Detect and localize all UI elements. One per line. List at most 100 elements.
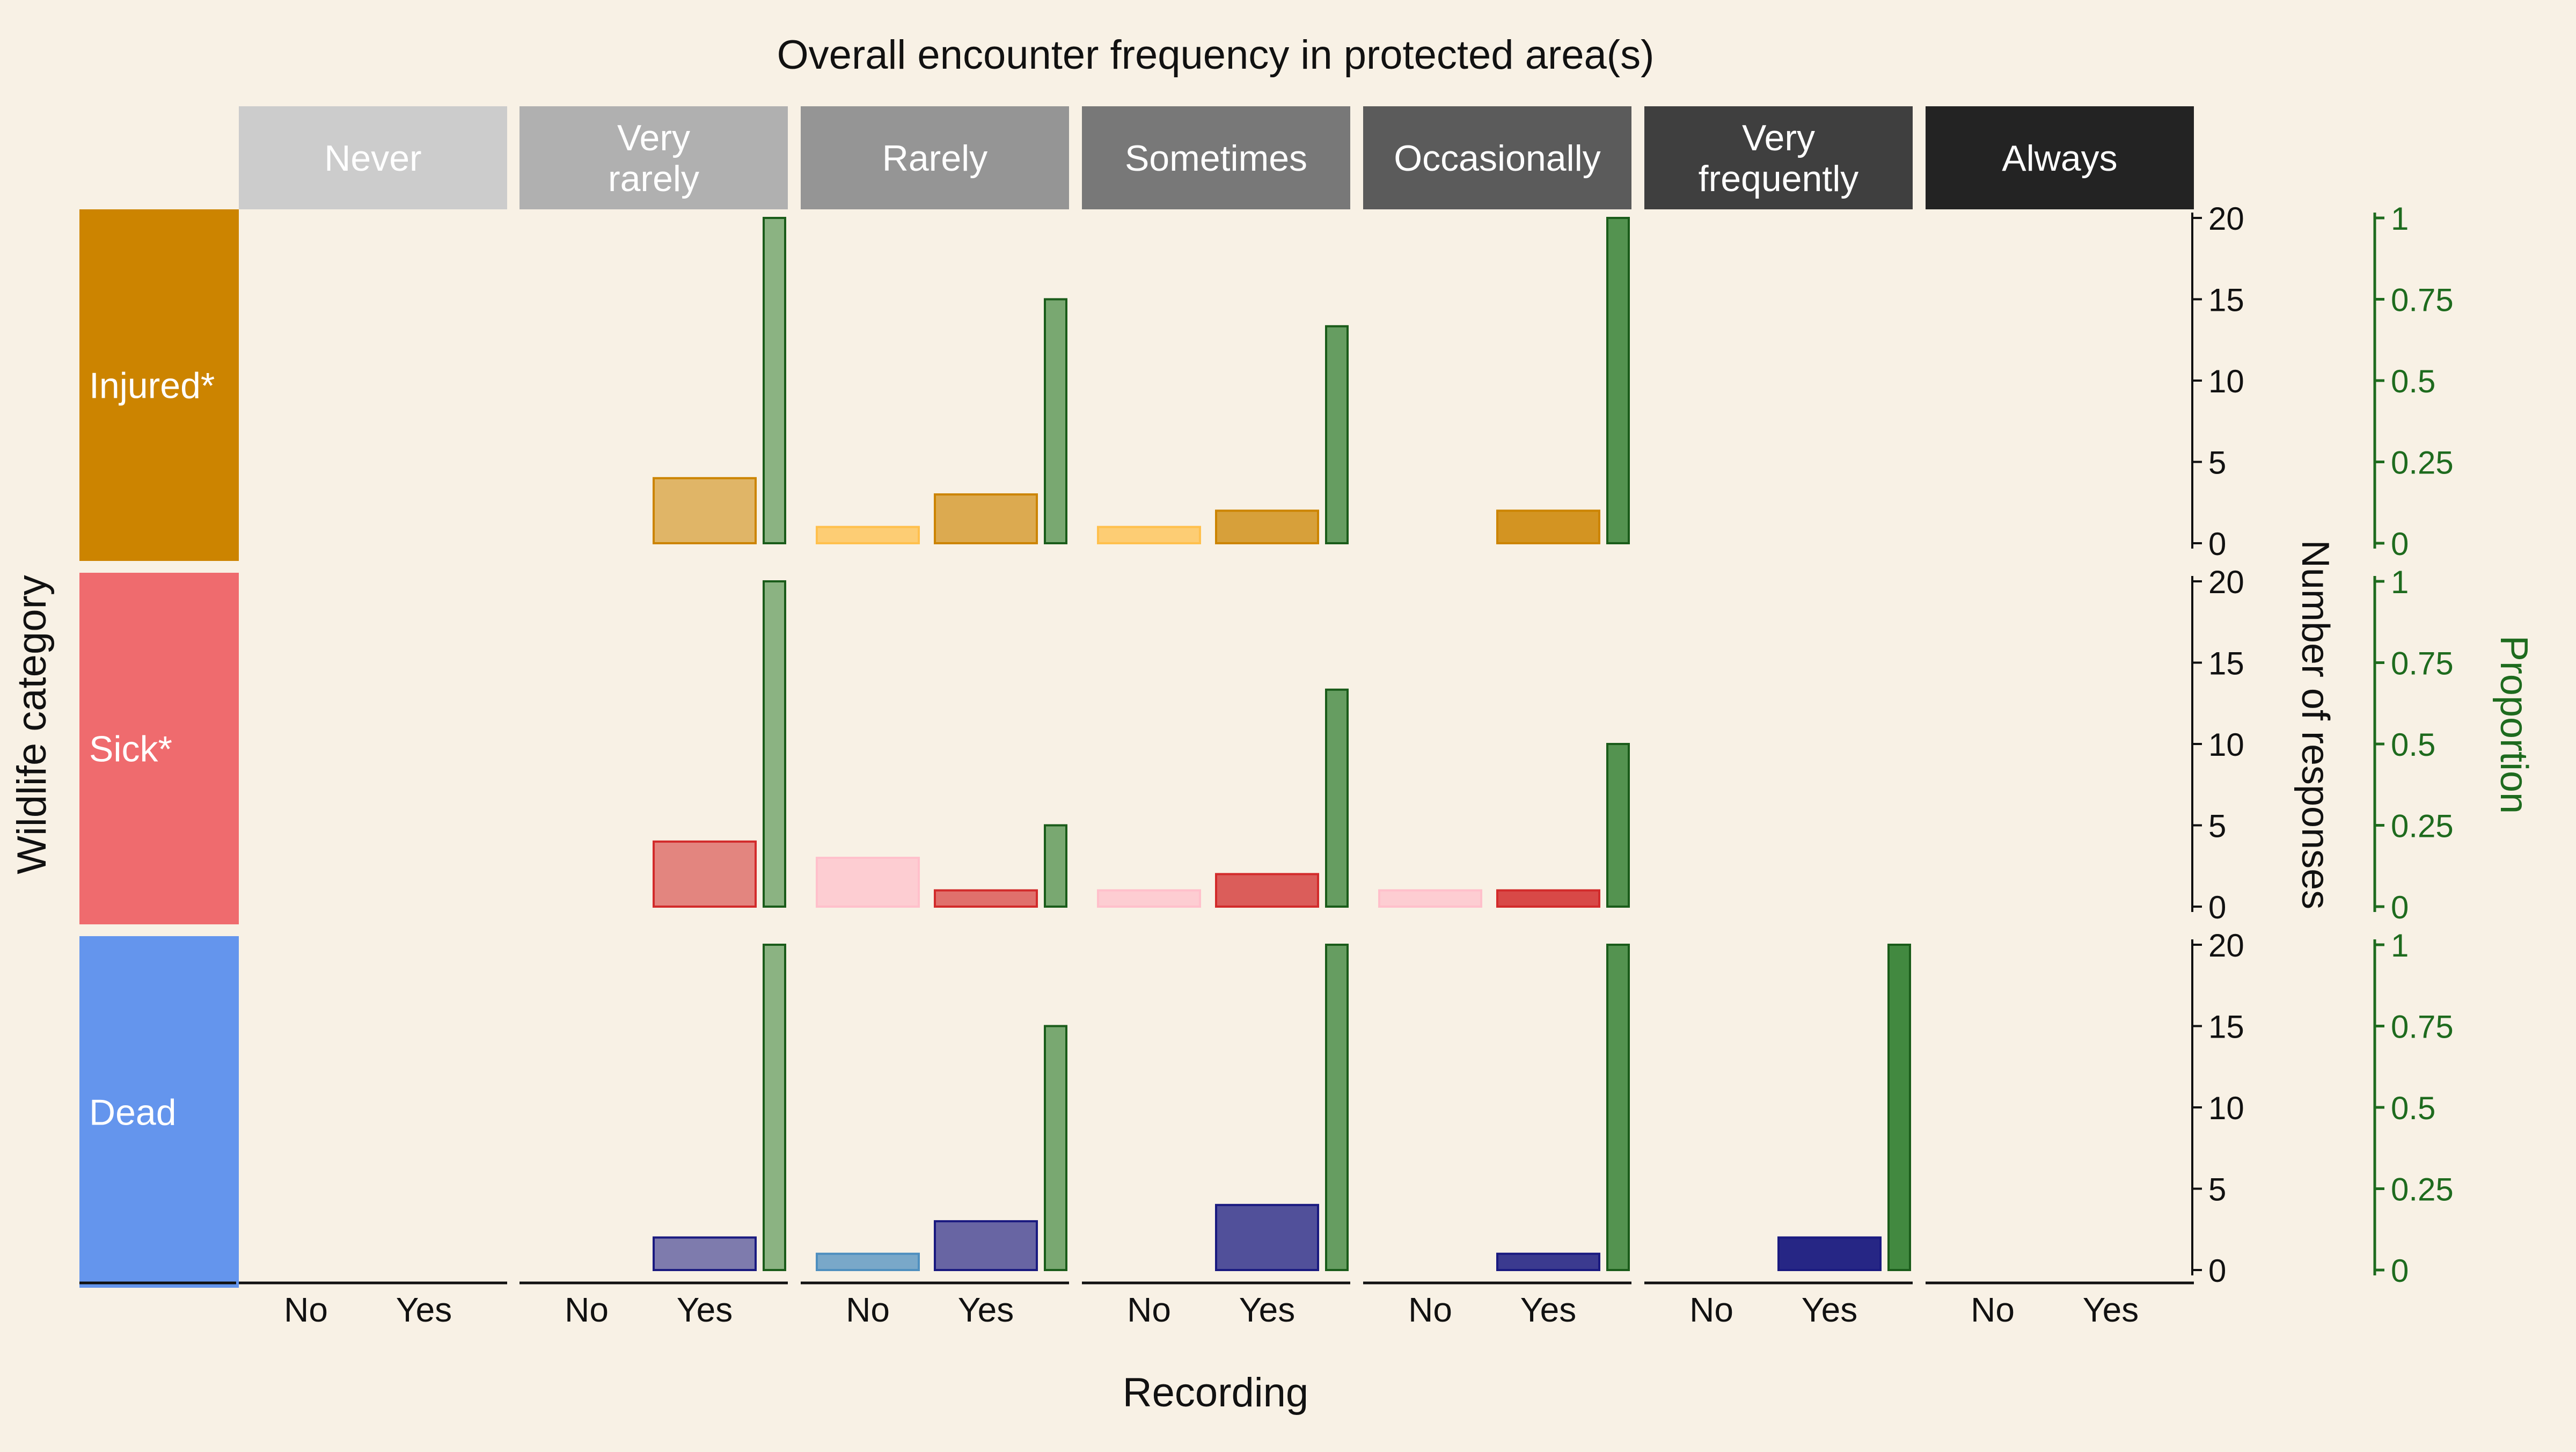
x-tick-label: No [284,1290,328,1329]
bar-proportion [1606,217,1630,544]
bar-no [1378,889,1482,908]
bar-yes [934,1220,1038,1272]
column-strip-label: Rarely [882,138,988,179]
count-axis-tick-label: 20 [2208,928,2244,964]
count-axis-tick-label: 10 [2208,1090,2244,1126]
count-axis-tick-label: 0 [2208,889,2226,925]
bar-proportion [1606,944,1630,1271]
x-tick-label: Yes [1802,1290,1857,1329]
y-axis-title: Wildlife category [9,575,55,874]
count-axis-tick-label: 15 [2208,1009,2244,1045]
count-axis-tick-label: 5 [2208,808,2226,844]
proportion-axis-tick-label: 0.75 [2391,282,2454,318]
bar-no [816,526,920,545]
proportion-axis-tick-label: 0.5 [2391,727,2435,763]
bar-proportion [1887,944,1911,1271]
proportion-axis-tick-label: 1 [2391,564,2409,600]
proportion-axis-tick-label: 0.25 [2391,808,2454,844]
column-strip-label: Sometimes [1125,138,1307,179]
bar-yes [1496,889,1600,908]
bar-no [816,857,920,908]
count-axis-tick-label: 5 [2208,1172,2226,1208]
x-tick-label: No [1689,1290,1733,1329]
x-axis-title: Recording [1123,1370,1308,1415]
column-strip-label: frequently [1699,158,1859,199]
bar-yes [934,493,1038,544]
proportion-axis-tick-label: 0 [2391,526,2409,562]
row-strip-label: Sick* [89,729,172,770]
count-axis-tick-label: 15 [2208,646,2244,682]
row-strip-1 [79,573,239,924]
count-axis-tick-label: 10 [2208,363,2244,399]
proportion-axis-tick-label: 0 [2391,889,2409,925]
bar-proportion [1044,1025,1067,1271]
column-strip-3 [1082,106,1350,209]
bar-proportion [763,217,786,544]
count-axis-tick-label: 20 [2208,201,2244,237]
bar-no [1097,526,1201,545]
bar-proportion [1325,688,1349,908]
count-axis-title: Number of responses [2294,540,2337,909]
row-strip-2 [79,936,239,1288]
bar-proportion [1044,298,1067,544]
column-strip-label: rarely [608,158,699,199]
column-strip-label: Never [324,138,421,179]
bar-yes [653,477,757,544]
column-strip-label: Always [2002,138,2117,179]
proportion-axis-tick-label: 0 [2391,1253,2409,1289]
proportion-axis-tick-label: 1 [2391,201,2409,237]
x-tick-label: Yes [396,1290,452,1329]
column-strip-0 [239,106,507,209]
x-tick-label: No [565,1290,609,1329]
bar-yes [653,1236,757,1271]
column-strip-2 [801,106,1069,209]
bar-proportion [763,580,786,908]
bar-yes [1777,1236,1882,1271]
bar-yes [934,889,1038,908]
chart-title: Overall encounter frequency in protected… [777,32,1655,78]
count-axis-tick-label: 20 [2208,564,2244,600]
row-strip-0 [79,209,239,561]
x-tick-label: No [1408,1290,1452,1329]
bar-proportion [1325,325,1349,544]
row-strip-label: Dead [89,1092,177,1133]
x-tick-label: Yes [958,1290,1014,1329]
bar-yes [1215,873,1319,908]
count-axis-tick-label: 0 [2208,1253,2226,1289]
proportion-axis-title: Proportion [2492,636,2535,814]
bar-proportion [1606,743,1630,908]
bar-yes [1215,509,1319,545]
proportion-axis-tick-label: 0.5 [2391,1090,2435,1126]
proportion-axis-tick-label: 0.25 [2391,1172,2454,1208]
column-strip-label: Occasionally [1394,138,1601,179]
count-axis-tick-label: 15 [2208,282,2244,318]
bar-no [1097,889,1201,908]
bar-yes [1215,1203,1319,1272]
x-tick-label: No [1971,1290,2015,1329]
column-strip-label: Very [1742,118,1815,158]
x-tick-label: No [1127,1290,1171,1329]
column-strip-4 [1363,106,1631,209]
bar-proportion [763,944,786,1271]
bar-proportion [1044,824,1067,908]
count-axis-tick-label: 0 [2208,526,2226,562]
bar-proportion [1325,944,1349,1271]
proportion-axis-tick-label: 0.75 [2391,646,2454,682]
x-tick-label: Yes [1520,1290,1576,1329]
bar-no [816,1252,920,1271]
column-strip-5 [1644,106,1913,209]
bar-yes [1496,509,1600,545]
proportion-axis-tick-label: 0.25 [2391,445,2454,481]
row-strip-label: Injured* [89,366,215,406]
x-tick-label: Yes [2083,1290,2139,1329]
count-axis-tick-label: 5 [2208,445,2226,481]
proportion-axis-tick-label: 0.5 [2391,363,2435,399]
column-strip-label: Very [617,118,690,158]
bar-yes [1496,1252,1600,1271]
proportion-axis-tick-label: 0.75 [2391,1009,2454,1045]
proportion-axis-tick-label: 1 [2391,928,2409,964]
x-tick-label: Yes [677,1290,733,1329]
x-tick-label: Yes [1239,1290,1295,1329]
